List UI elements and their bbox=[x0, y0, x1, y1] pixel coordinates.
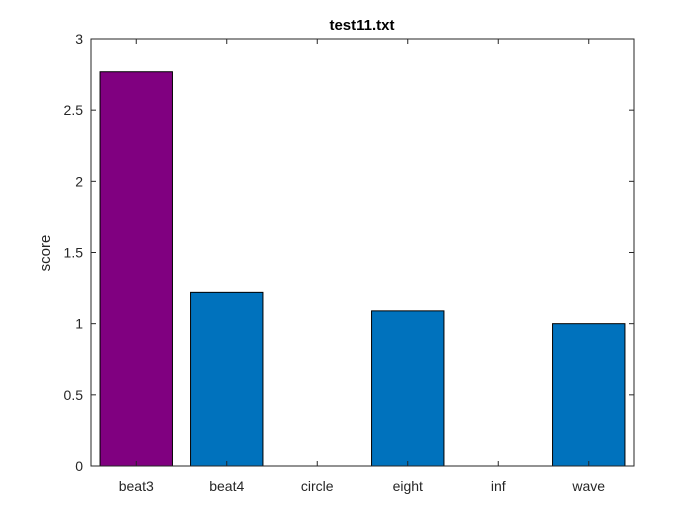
x-tick-label: beat3 bbox=[119, 478, 154, 494]
y-axis-label: score bbox=[37, 235, 54, 272]
x-tick-label: wave bbox=[571, 478, 605, 494]
bar-beat3 bbox=[99, 71, 173, 467]
plot-area bbox=[91, 39, 634, 466]
y-tick-label: 2.5 bbox=[64, 102, 84, 118]
y-tick-label: 0 bbox=[75, 458, 83, 474]
y-ticks-group: 0 0.5 1 1.5 2 2.5 3 bbox=[64, 31, 634, 474]
y-tick-label: 2 bbox=[75, 173, 83, 189]
bar-beat4 bbox=[190, 291, 264, 467]
y-tick-label: 0.5 bbox=[64, 387, 84, 403]
x-tick-label: beat4 bbox=[209, 478, 244, 494]
chart-title: test11.txt bbox=[329, 17, 394, 34]
bar-eight bbox=[371, 310, 445, 467]
bars-group bbox=[99, 71, 626, 467]
y-tick-label: 3 bbox=[75, 31, 83, 47]
bar-wave bbox=[552, 323, 626, 467]
x-ticks-group: beat3 beat4 circle eight inf wave bbox=[119, 39, 605, 494]
x-tick-label: circle bbox=[301, 478, 334, 494]
x-tick-label: inf bbox=[491, 478, 506, 494]
x-tick-label: eight bbox=[393, 478, 423, 494]
y-tick-label: 1 bbox=[75, 316, 83, 332]
y-tick-label: 1.5 bbox=[64, 245, 84, 261]
